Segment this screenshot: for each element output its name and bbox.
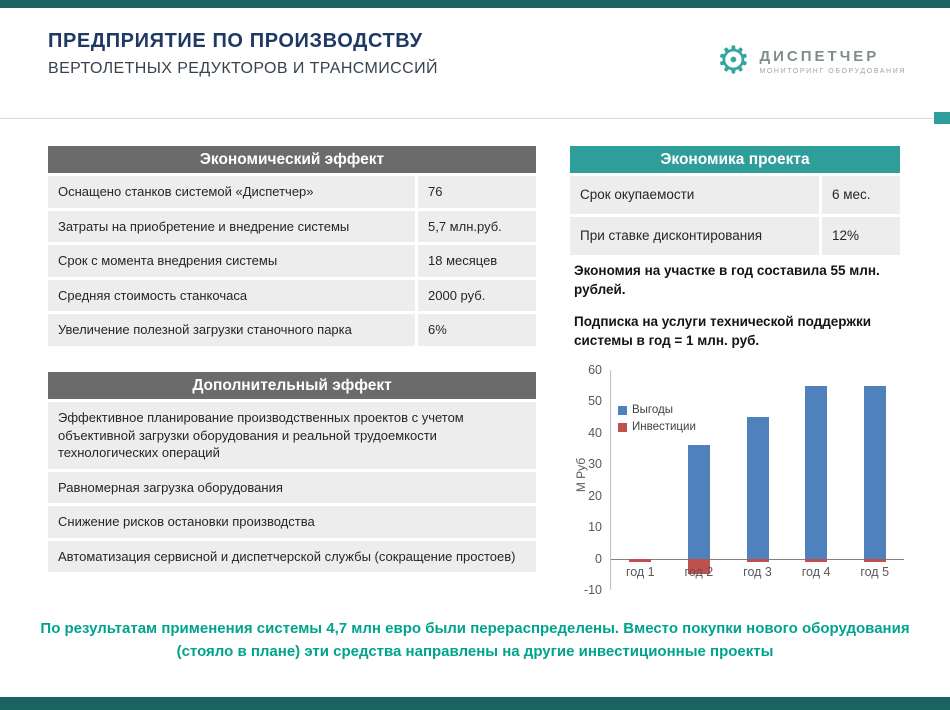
table-row: Увеличение полезной загрузки станочного … [48, 314, 536, 346]
y-tick-label: -10 [583, 583, 602, 597]
table-row: Срок окупаемости 6 мес. [570, 176, 900, 215]
row-label: Снижение рисков остановки производства [48, 506, 536, 538]
legend-swatch-icon [618, 405, 627, 415]
economic-effect-table: Экономический эффект Оснащено станков си… [48, 146, 536, 346]
table-row: Средняя стоимость станкочаса 2000 руб. [48, 279, 536, 312]
bar-Инвестиции-год 2 [687, 558, 710, 575]
chart-yaxis: 60 50 40 30 20 10 0 -10 [572, 363, 608, 597]
row-value: 76 [418, 176, 536, 208]
x-category-label: год 3 [743, 564, 772, 579]
y-tick-label: 50 [588, 394, 602, 409]
row-label: Срок с момента внедрения системы [48, 245, 415, 277]
table-row: Снижение рисков остановки производства [48, 506, 536, 538]
row-label: Эффективное планирование производственны… [48, 402, 536, 469]
savings-note: Экономия на участке в год составила 55 м… [574, 263, 880, 297]
legend-swatch-icon [618, 422, 627, 432]
y-tick-label: 20 [588, 488, 602, 503]
benefits-investments-chart: М Руб 60 50 40 30 20 10 0 -10 год 1 год 2 год 3 го… [572, 363, 904, 604]
row-value: 12% [822, 217, 900, 256]
row-label: Увеличение полезной загрузки станочного … [48, 314, 415, 346]
y-tick-label: 10 [588, 520, 602, 535]
row-label: Средняя стоимость станкочаса [48, 279, 415, 312]
bar-Выгоды-год 4 [805, 385, 828, 559]
logo-tagline: МОНИТОРИНГ ОБОРУДОВАНИЯ [759, 67, 906, 75]
chart-legend: Выгоды Инвестиции [618, 404, 696, 438]
bar-Инвестиции-год 5 [863, 558, 886, 562]
row-value: 18 месяцев [418, 245, 536, 277]
top-accent-bar [0, 0, 950, 8]
x-category-label: год 4 [801, 564, 831, 579]
footer-conclusion: По результатам применения системы 4,7 мл… [40, 620, 910, 660]
x-category-label: год 2 [684, 564, 714, 579]
x-category-label: год 5 [860, 564, 890, 579]
y-tick-label: 40 [588, 425, 602, 440]
economic-effect-header: Экономический эффект [48, 146, 536, 173]
title-line-2: ВЕРТОЛЕТНЫХ РЕДУКТОРОВ И ТРАНСМИССИЙ [48, 60, 438, 77]
y-tick-label: 0 [595, 551, 602, 566]
row-label: Оснащено станков системой «Диспетчер» [48, 176, 415, 208]
subscription-note: Подписка на услуги технической поддержки… [574, 313, 872, 348]
bar-Выгоды-год 3 [746, 417, 769, 559]
notes-block: Экономия на участке в год составила 55 м… [574, 262, 896, 364]
bar-Выгоды-год 5 [863, 385, 886, 559]
bar-Выгоды-год 2 [687, 445, 710, 559]
table-row: Эффективное планирование производственны… [48, 402, 536, 469]
project-economics-table: Экономика проекта Срок окупаемости 6 мес… [570, 146, 900, 256]
bar-Инвестиции-год 1 [629, 558, 652, 562]
y-tick-label: 30 [588, 457, 602, 472]
bar-Инвестиции-год 4 [805, 558, 828, 562]
gear-icon: ⚙ [716, 40, 751, 82]
logo-name: ДИСПЕТЧЕР [759, 47, 880, 65]
table-row: Автоматизация сервисной и диспетчерской … [48, 540, 536, 573]
table-row: Равномерная загрузка оборудования [48, 471, 536, 504]
row-value: 6% [418, 314, 536, 346]
logo-text: ДИСПЕТЧЕР МОНИТОРИНГ ОБОРУДОВАНИЯ [759, 48, 906, 75]
bar-Инвестиции-год 3 [746, 558, 769, 562]
row-label: При ставке дисконтирования [570, 217, 819, 256]
table-row: Срок с момента внедрения системы 18 меся… [48, 245, 536, 277]
row-label: Срок окупаемости [570, 176, 819, 215]
row-label: Равномерная загрузка оборудования [48, 471, 536, 504]
additional-effect-header: Дополнительный эффект [48, 372, 536, 399]
row-value: 2000 руб. [418, 279, 536, 312]
table-row: При ставке дисконтирования 12% [570, 217, 900, 256]
header-divider [0, 118, 950, 119]
row-label: Затраты на приобретение и внедрение сист… [48, 210, 415, 243]
x-category-label: год 1 [625, 564, 655, 579]
table-row: Оснащено станков системой «Диспетчер» 76 [48, 176, 536, 208]
title-line-1: ПРЕДПРИЯТИЕ ПО ПРОИЗВОДСТВУ [48, 30, 423, 52]
additional-effect-table: Дополнительный эффект Эффективное планир… [48, 372, 536, 573]
row-value: 5,7 млн.руб. [418, 210, 536, 243]
y-tick-label: 60 [588, 363, 602, 377]
bottom-accent-bar [0, 697, 950, 710]
table-row: Затраты на приобретение и внедрение сист… [48, 210, 536, 243]
chart-plot: год 1 год 2 год 3 год 4 год 5 [610, 370, 904, 590]
row-label: Автоматизация сервисной и диспетчерской … [48, 540, 536, 573]
page-title: ПРЕДПРИЯТИЕ ПО ПРОИЗВОДСТВУ ВЕРТОЛЕТНЫХ … [48, 30, 438, 78]
legend-item: Выгоды [618, 404, 696, 416]
row-value: 6 мес. [822, 176, 900, 215]
legend-item: Инвестиции [618, 421, 696, 433]
project-economics-header: Экономика проекта [570, 146, 900, 173]
divider-teal-accent [934, 112, 950, 124]
logo: ⚙ ДИСПЕТЧЕР МОНИТОРИНГ ОБОРУДОВАНИЯ [716, 42, 906, 80]
